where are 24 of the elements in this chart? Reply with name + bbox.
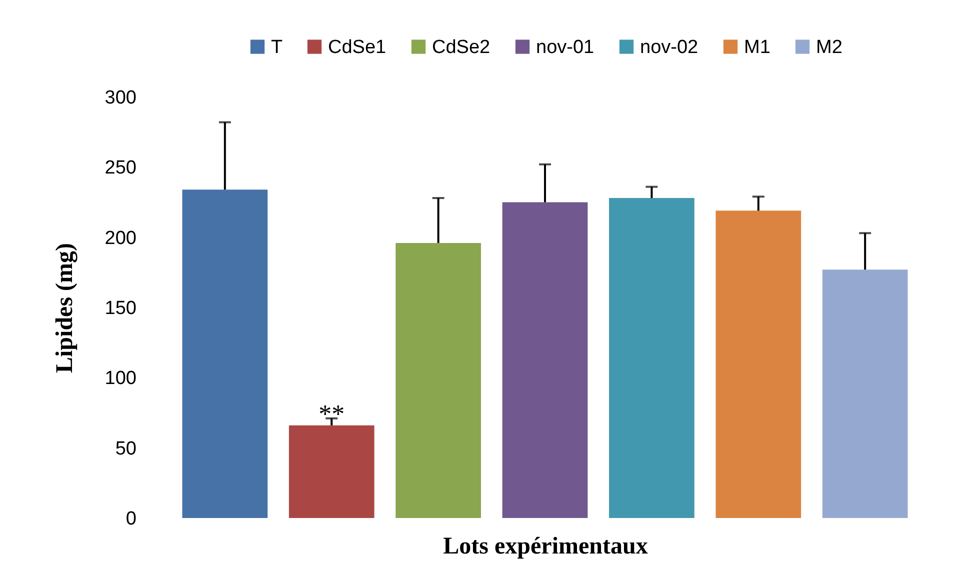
bar <box>182 190 268 518</box>
y-axis-title: Lipides (mg) <box>52 242 78 374</box>
bar <box>822 270 908 518</box>
x-axis-title: Lots expérimentaux <box>443 534 648 560</box>
legend-label: M1 <box>744 36 770 58</box>
y-tick-label: 150 <box>104 298 136 319</box>
bar <box>396 242 481 518</box>
y-tick-label: 200 <box>104 228 136 249</box>
y-tick-label: 250 <box>104 158 136 179</box>
y-tick-label: 50 <box>115 438 136 460</box>
bar <box>609 198 694 518</box>
bar <box>502 202 588 518</box>
y-tick-label: 300 <box>104 88 136 108</box>
legend-label: T <box>271 36 283 58</box>
y-tick-label: 0 <box>126 508 136 530</box>
legend-label: nov-02 <box>640 36 698 58</box>
y-tick-label: 100 <box>104 368 136 390</box>
legend-label: nov-01 <box>536 36 594 58</box>
bar <box>716 210 802 518</box>
legend-label: CdSe1 <box>328 36 386 58</box>
legend-label: M2 <box>816 36 842 58</box>
annotation: ** <box>318 400 345 429</box>
bar <box>288 425 374 518</box>
legend-label: CdSe2 <box>432 36 490 58</box>
